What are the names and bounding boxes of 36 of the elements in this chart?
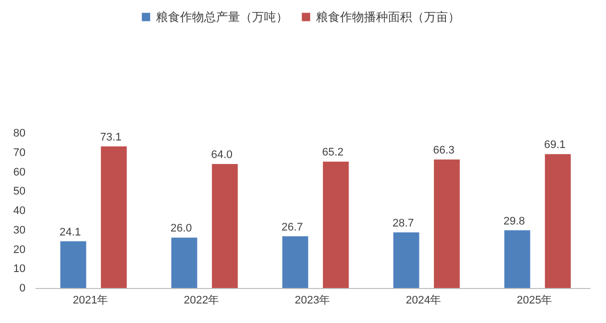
y-tick-label: 10 <box>13 263 26 276</box>
x-tick-label: 2022年 <box>184 294 220 306</box>
data-label: 29.8 <box>503 215 525 228</box>
y-tick-label: 50 <box>13 186 26 198</box>
legend-label: 粮食作物总产量（万吨） <box>156 10 288 24</box>
legend-label: 粮食作物播种面积（万亩） <box>316 10 460 24</box>
y-tick-label: 40 <box>13 205 26 217</box>
x-tick-label: 2021年 <box>72 294 108 306</box>
bar <box>282 236 308 288</box>
y-tick-label: 80 <box>13 128 26 140</box>
data-label: 73.1 <box>100 131 122 144</box>
y-tick-label: 0 <box>19 282 26 294</box>
y-tick-label: 60 <box>13 166 26 178</box>
data-label: 66.3 <box>433 144 455 157</box>
data-label: 64.0 <box>211 149 233 161</box>
bar <box>60 241 86 288</box>
data-label: 24.1 <box>59 226 81 238</box>
x-tick-label: 2025年 <box>516 294 552 306</box>
y-tick-label: 20 <box>13 244 26 256</box>
x-tick-label: 2024年 <box>406 294 442 306</box>
bar <box>100 146 127 288</box>
data-label: 65.2 <box>322 146 344 159</box>
bar <box>434 160 460 288</box>
y-tick-label: 30 <box>13 224 26 236</box>
data-label: 69.1 <box>544 139 566 152</box>
data-label: 28.7 <box>392 217 414 230</box>
y-tick-label: 70 <box>13 146 26 159</box>
bar <box>212 164 238 288</box>
bar <box>171 238 198 288</box>
bar <box>322 162 349 288</box>
data-label: 26.7 <box>281 221 303 234</box>
x-tick-label: 2023年 <box>294 294 330 306</box>
data-label: 26.0 <box>170 222 192 235</box>
bar <box>393 232 420 288</box>
bar <box>504 230 530 288</box>
bar <box>544 154 571 288</box>
